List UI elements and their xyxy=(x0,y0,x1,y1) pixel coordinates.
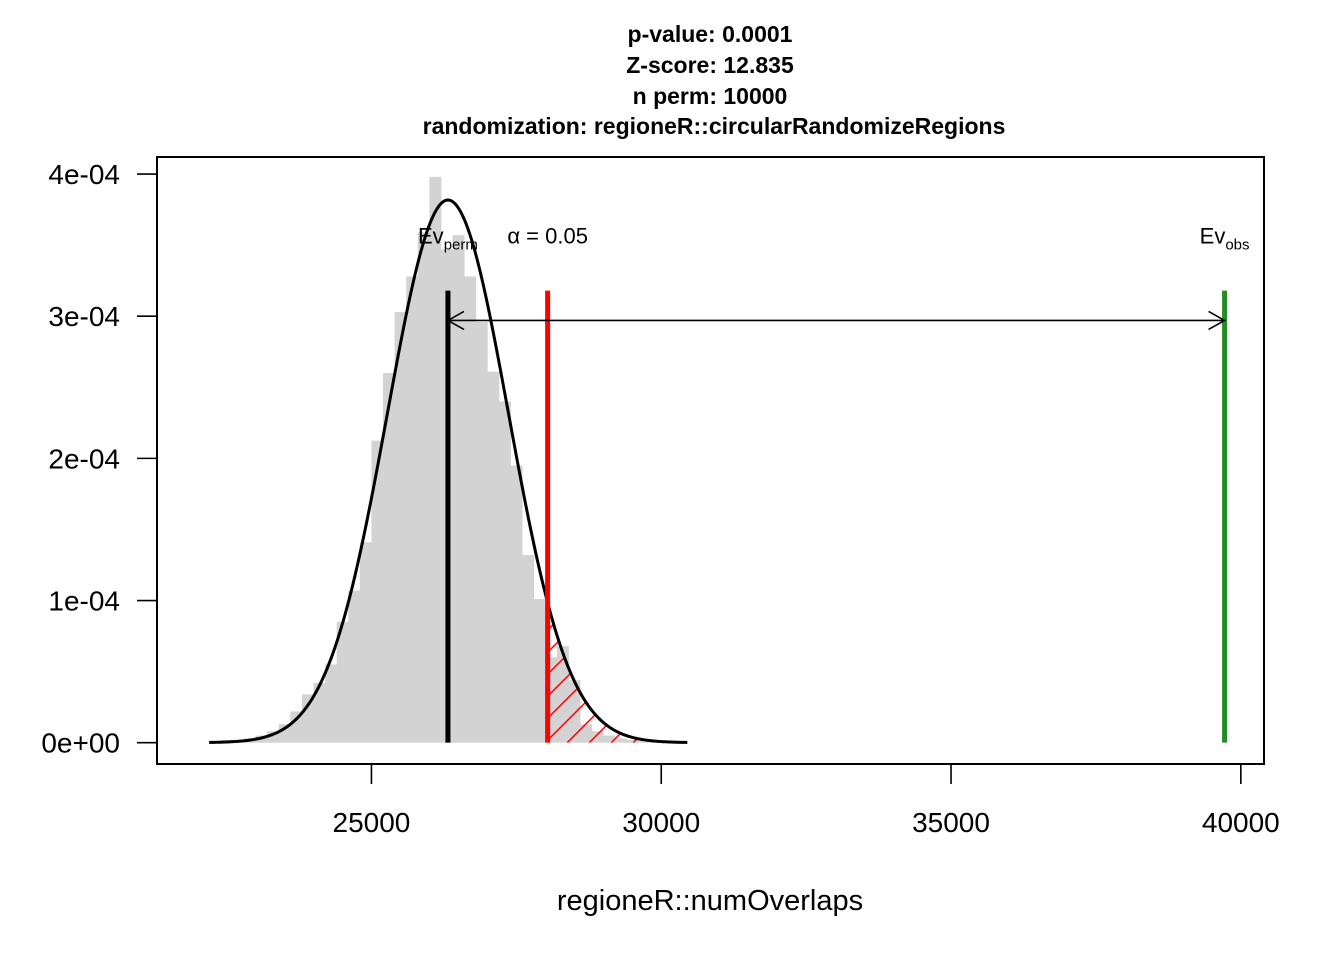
y-tick-label: 3e-04 xyxy=(48,301,120,332)
plot-frame xyxy=(156,156,1265,765)
histogram-bar xyxy=(626,739,639,743)
histogram-bar xyxy=(614,738,627,743)
histogram-bar xyxy=(464,276,477,743)
histogram-bar xyxy=(371,440,384,743)
x-tick-label: 25000 xyxy=(333,807,411,838)
histogram-bar xyxy=(336,621,349,743)
ev-obs-main: Ev xyxy=(1200,224,1226,249)
histogram-bar xyxy=(498,401,511,743)
distance-arrow xyxy=(446,310,1227,331)
histogram-bar xyxy=(429,176,442,743)
histogram-bar xyxy=(290,711,303,743)
histogram-bar xyxy=(394,311,407,743)
density-curve xyxy=(209,198,688,744)
ev-obs-label: Evobs xyxy=(1200,224,1250,254)
histogram-bar xyxy=(475,321,488,743)
x-tick-label: 30000 xyxy=(622,807,700,838)
ev-perm-main: Ev xyxy=(418,224,444,249)
hatch-line xyxy=(676,602,688,743)
histogram-bar xyxy=(522,555,535,743)
x-tick-label: 40000 xyxy=(1202,807,1280,838)
histogram-bar xyxy=(359,542,372,743)
alpha-label: α = 0.05 xyxy=(507,224,588,249)
x-axis: 25000 30000 35000 40000 xyxy=(333,764,1280,838)
hatch-line xyxy=(610,602,688,743)
histogram-bar xyxy=(313,682,326,743)
y-tick-label: 4e-04 xyxy=(48,159,120,190)
histogram-bar xyxy=(580,724,593,743)
hatch-line xyxy=(588,602,688,743)
histogram-bar xyxy=(417,232,430,743)
y-tick-label: 2e-04 xyxy=(48,443,120,474)
arrow-head-right xyxy=(1208,310,1227,331)
histogram-bar xyxy=(406,276,419,743)
histogram-bars xyxy=(220,176,662,743)
histogram-bar xyxy=(603,735,616,743)
hatch-line xyxy=(566,602,688,743)
y-tick-label: 0e+00 xyxy=(41,728,120,759)
reference-lines xyxy=(445,290,1228,743)
ev-perm-subscript: perm xyxy=(444,237,478,254)
histogram-bar xyxy=(278,724,291,743)
y-tick-label: 1e-04 xyxy=(48,586,120,617)
title-nperm: n perm: 10000 xyxy=(633,83,788,109)
histogram-bar xyxy=(568,680,581,743)
title-pvalue: p-value: 0.0001 xyxy=(628,21,793,47)
y-axis: 0e+00 1e-04 2e-04 3e-04 4e-04 xyxy=(41,159,158,759)
histogram-bar xyxy=(267,731,280,743)
title-randomization: randomization: regioneR::circularRandomi… xyxy=(423,113,1006,139)
histogram-bar xyxy=(348,590,361,743)
x-tick-label: 35000 xyxy=(912,807,990,838)
histogram-bar xyxy=(591,731,604,743)
histogram-bar xyxy=(638,741,651,743)
ev-obs-subscript: obs xyxy=(1225,237,1249,254)
histogram-bar xyxy=(325,664,338,743)
histogram-bar xyxy=(556,646,569,743)
x-axis-title: regioneR::numOverlaps xyxy=(557,885,863,917)
histogram-bar xyxy=(487,371,500,743)
hatch-line xyxy=(632,602,688,743)
histogram-bar xyxy=(452,235,465,743)
histogram-bar xyxy=(545,657,558,743)
ev-perm-label: Evperm xyxy=(418,224,478,254)
histogram-bar xyxy=(383,373,396,743)
hatch-line xyxy=(654,602,688,743)
histogram-bar xyxy=(301,694,314,743)
histogram-bar xyxy=(533,599,546,743)
title-zscore: Z-score: 12.835 xyxy=(626,52,794,78)
arrow-head-left xyxy=(446,310,465,331)
histogram-bar xyxy=(510,465,523,743)
chart-title: p-value: 0.0001 Z-score: 12.835 n perm: … xyxy=(423,21,1006,139)
